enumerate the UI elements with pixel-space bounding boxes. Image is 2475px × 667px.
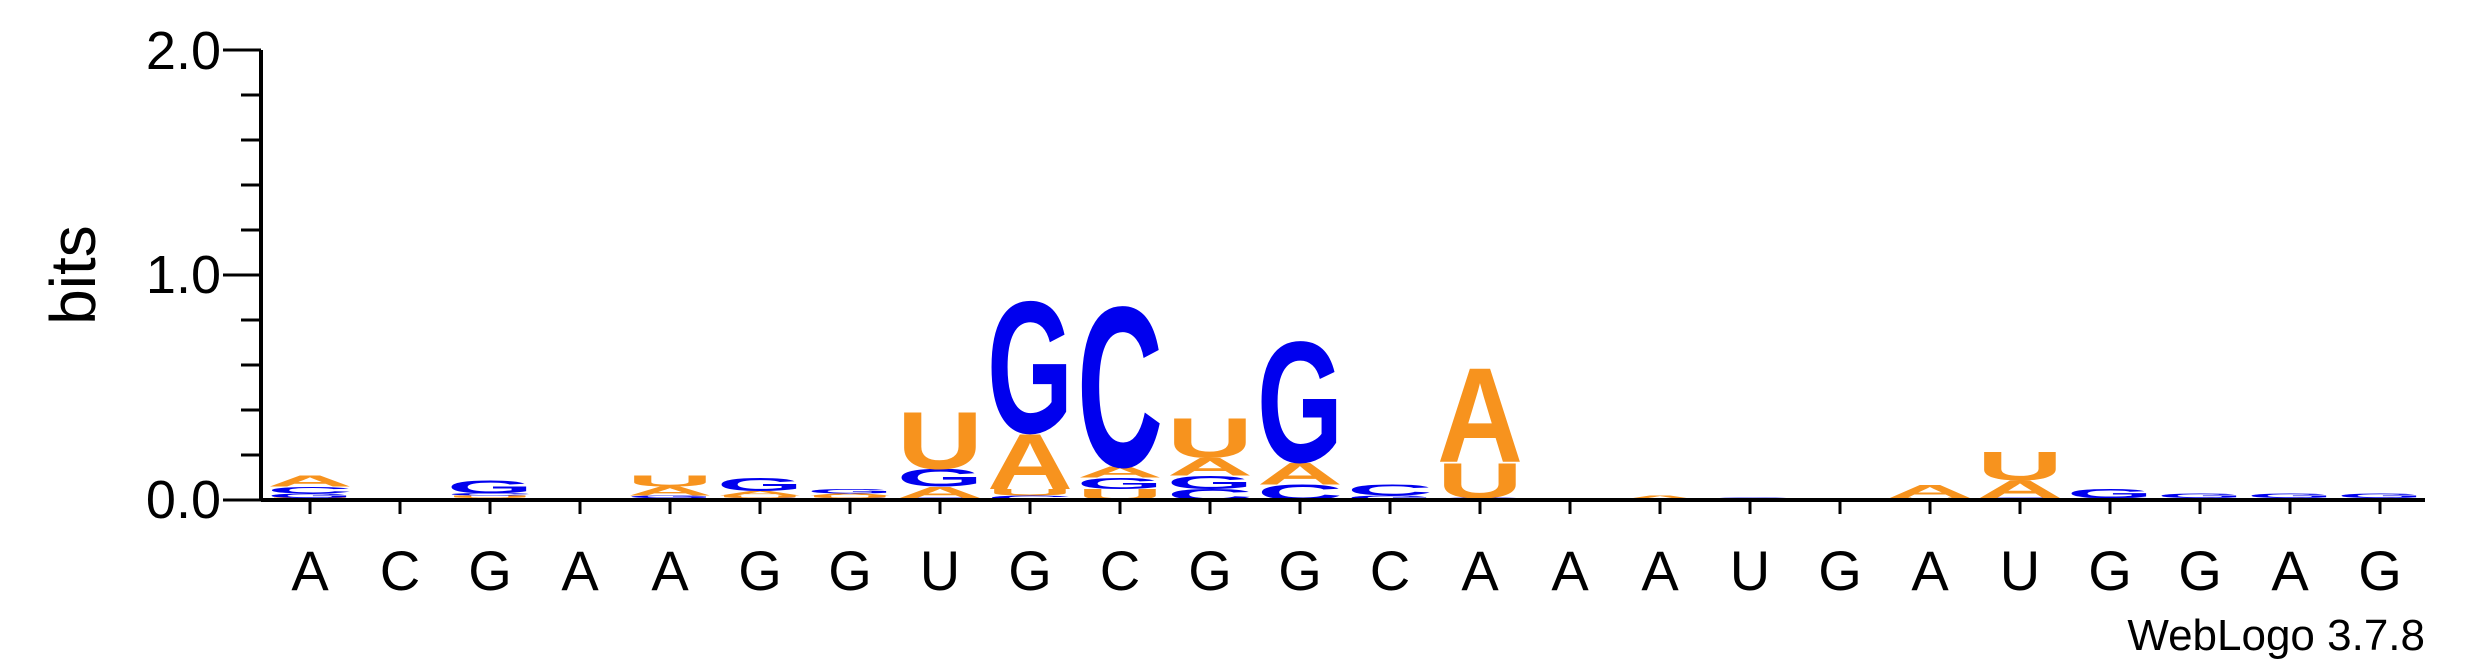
x-tick-label: U [920,539,960,602]
logo-letter-A: A [1887,481,1973,502]
x-tick-label: C [1100,539,1140,602]
x-tick-label: C [380,539,420,602]
logo-letter-U: U [1167,406,1253,469]
logo-letter-U: U [447,495,533,499]
x-tick-label: A [2271,539,2309,602]
logo-letter-A: A [1617,494,1703,501]
x-tick-label: U [2000,539,2040,602]
logo-letter-U: U [627,472,713,490]
logo-letter-U: U [897,396,983,487]
logo-letter-U: U [807,495,893,499]
x-tick-label: G [828,539,872,602]
logo-letter-G: G [807,488,893,495]
logo-letter-G: G [2157,492,2243,499]
logo-letter-C: C [447,493,533,497]
x-tick-label: A [1911,539,1949,602]
logo-letter-C: C [267,485,353,495]
logo-letter-C: C [987,494,1073,501]
logo-letter-U: U [717,495,803,499]
logo-letter-G: G [897,464,983,492]
x-tick-label: A [1551,539,1589,602]
logo-letter-A: A [807,493,893,497]
x-tick-label: A [651,539,689,602]
logo-letter-G: G [447,476,533,497]
x-tick-label: U [1730,539,1770,602]
logo-letter-G: G [267,492,353,499]
x-tick-label: G [1008,539,1052,602]
logo-letter-U: U [1977,443,2063,489]
weblogo-version-footer: WebLogo 3.7.8 [2127,611,2425,660]
x-tick-label: G [1278,539,1322,602]
logo-letter-C: C [1347,481,1433,499]
logo-letter-A: A [987,418,1073,506]
y-tick-label-2: 2.0 [146,21,221,81]
logo-letter-A: A [897,484,983,502]
logo-letter-G: G [2067,486,2153,500]
x-tick-label: C [1370,539,1410,602]
logo-letter-A: A [1167,453,1253,481]
y-tick-label-1: 1.0 [146,245,221,305]
logo-stack-layer: UGCAAUCGCGAUCUAGCUAGCAGUCUAGUGACCGAUCAGG… [267,258,2423,515]
logo-letter-C: C [1077,258,1163,515]
logo-letter-G: G [627,495,713,499]
x-tick-label: G [738,539,782,602]
logo-letter-G: G [1347,494,1433,501]
x-tick-label: G [2358,539,2402,602]
logo-letter-U: U [987,487,1073,497]
logo-letter-G: G [1167,472,1253,493]
logo-letter-A: A [1077,463,1163,481]
x-tick-label: G [2178,539,2222,602]
x-tick-label: A [291,539,329,602]
logo-letter-G: G [2247,492,2333,499]
y-tick-layer [223,48,261,502]
logo-letter-G: G [1077,475,1163,493]
logo-letter-A: A [717,490,803,497]
logo-letter-A: A [267,472,353,490]
logo-letter-G: G [2337,492,2423,499]
logo-letter-A: A [627,484,713,498]
logo-letter-G: G [717,474,803,495]
x-tick-label: G [2088,539,2132,602]
logo-letter-G: G [987,262,1073,473]
x-tick-label: A [1641,539,1679,602]
x-tick-label: G [1188,539,1232,602]
logo-letter-A: A [1257,456,1343,491]
x-tick-label: A [561,539,599,602]
logo-letter-G: G [1257,305,1343,499]
x-tick-label: A [1461,539,1499,602]
x-tick-label: G [468,539,512,602]
logo-letter-A: A [1437,340,1523,491]
y-tick-label-0: 0.0 [146,470,221,530]
y-axis-label: bits [37,225,109,325]
x-tick-label: G [1818,539,1862,602]
